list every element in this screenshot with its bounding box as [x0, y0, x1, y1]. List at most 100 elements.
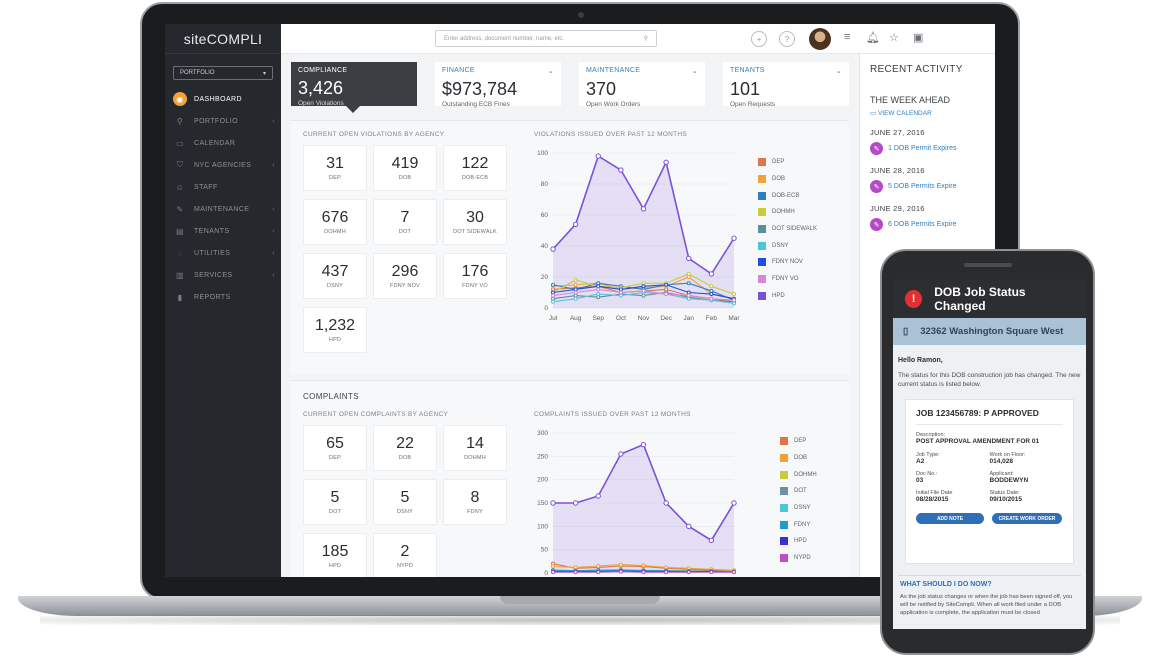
legend-item[interactable]: DOHMH: [758, 204, 817, 221]
legend-item[interactable]: DEP: [758, 154, 817, 171]
job-field: Doc No.: 03: [916, 471, 990, 484]
stat-tile-dob[interactable]: 419 DOB: [373, 145, 437, 191]
stat-tile-fdny[interactable]: 8 FDNY: [443, 479, 507, 525]
sidebar-item-portfolio[interactable]: ⚲ PORTFOLIO ‹: [165, 110, 281, 132]
star-icon[interactable]: ☆: [889, 32, 899, 44]
legend-item[interactable]: FDNY NOV: [758, 254, 817, 271]
stat-tile-fdny-nov[interactable]: 296 FDNY NOV: [373, 253, 437, 299]
stat-tile-dsny[interactable]: 5 DSNY: [373, 479, 437, 525]
legend-item[interactable]: NYPD: [780, 550, 817, 567]
add-icon[interactable]: +: [751, 31, 767, 47]
kpi-card-finance[interactable]: FINANCE ⌄ $973,784 Outstanding ECB Fines: [435, 62, 561, 108]
stat-tile-dsny[interactable]: 437 DSNY: [303, 253, 367, 299]
tile-value: 14: [466, 435, 484, 452]
stat-tile-dep[interactable]: 65 DEP: [303, 425, 367, 471]
tile-value: 1,232: [314, 317, 356, 334]
kpi-card-tenants[interactable]: TENANTS ⌄ 101 Open Requests: [723, 62, 849, 108]
job-title: JOB 123456789: P APPROVED: [916, 408, 1063, 425]
permit-item[interactable]: ✎ 5 DOB Permits Expire: [870, 180, 985, 193]
sidebar-item-reports[interactable]: ▮ REPORTS: [165, 286, 281, 308]
y-tick-label: 0: [544, 570, 548, 577]
what-to-do-title: WHAT SHOULD I DO NOW?: [898, 575, 1081, 593]
app-logo[interactable]: siteCOMPLI: [165, 24, 281, 54]
view-calendar-link[interactable]: ▭ VIEW CALENDAR: [870, 109, 985, 117]
laptop-base: [18, 596, 1142, 616]
bell-icon[interactable]: 🔔︎: [866, 32, 880, 44]
y-tick-label: 40: [541, 243, 549, 250]
legend-item[interactable]: DSNY: [758, 237, 817, 254]
laptop-notch: [500, 596, 660, 604]
stat-tile-hpd[interactable]: 185 HPD: [303, 533, 367, 577]
y-tick-label: 0: [544, 305, 548, 312]
stat-tile-dot[interactable]: 5 DOT: [303, 479, 367, 525]
add-note-button[interactable]: ADD NOTE: [916, 513, 984, 524]
sidebar-item-label: UTILITIES: [194, 249, 231, 257]
menu-icon[interactable]: ≡: [844, 31, 851, 43]
building-address-bar[interactable]: ▯ 32362 Washington Square West: [893, 318, 1086, 345]
portfolio-select[interactable]: PORTFOLIO ▾: [173, 66, 273, 80]
legend-item[interactable]: DSNY: [780, 500, 817, 517]
kpi-card-compliance[interactable]: COMPLIANCE 3,426 Open Violations: [291, 62, 417, 113]
sidebar-item-tenants[interactable]: ▤ TENANTS ‹: [165, 220, 281, 242]
legend-item[interactable]: HPD: [780, 533, 817, 550]
chevron-down-icon: ▾: [262, 70, 266, 77]
kpi-card-maintenance[interactable]: MAINTENANCE ⌄ 370 Open Work Orders: [579, 62, 705, 108]
stat-tile-dot-sidewalk[interactable]: 30 DOT SIDEWALK: [443, 199, 507, 245]
legend-item[interactable]: DOHMH: [780, 466, 817, 483]
week-date: JUNE 29, 2016: [870, 204, 925, 213]
data-point: [572, 221, 579, 228]
legend-label: FDNY NOV: [772, 259, 803, 266]
legend-swatch: [780, 537, 788, 546]
stat-tile-dob-ecb[interactable]: 122 DOB-ECB: [443, 145, 507, 191]
calendar-icon[interactable]: ▣: [913, 32, 924, 44]
stat-tile-dohmh[interactable]: 676 DOHMH: [303, 199, 367, 245]
data-point: [686, 570, 691, 575]
stat-tile-dep[interactable]: 31 DEP: [303, 145, 367, 191]
description-label: Description:: [916, 432, 946, 438]
sidebar-item-utilities[interactable]: ◌ UTILITIES ‹: [165, 242, 281, 264]
week-ahead-list: JUNE 27, 2016 ✎ 1 DOB Permit Expires JUNE 2…: [870, 128, 985, 231]
legend-label: DSNY: [772, 242, 789, 249]
search-input[interactable]: Enter address, document number, name, et…: [435, 30, 657, 47]
data-point: [686, 290, 691, 295]
stat-tile-fdny-vo[interactable]: 176 FDNY VO: [443, 253, 507, 299]
legend-item[interactable]: HPD: [758, 288, 817, 305]
sidebar-item-calendar[interactable]: ▭ CALENDAR: [165, 132, 281, 154]
stat-tile-dohmh[interactable]: 14 DOHMH: [443, 425, 507, 471]
sidebar-item-maintenance[interactable]: ✎ MAINTENANCE ‹: [165, 198, 281, 220]
kpi-value: $973,784: [442, 79, 518, 99]
job-field-value: 014,028: [989, 458, 1014, 465]
data-point: [708, 537, 715, 544]
data-point: [663, 500, 669, 506]
sidebar-item-nyc-agencies[interactable]: ⛉ NYC AGENCIES ‹: [165, 154, 281, 176]
data-point: [596, 281, 601, 286]
tile-label: FDNY: [467, 509, 483, 515]
legend-item[interactable]: DOB: [780, 450, 817, 467]
sidebar-item-staff[interactable]: ☺ STAFF: [165, 176, 281, 198]
legend-label: DSNY: [794, 505, 811, 512]
stat-tile-hpd[interactable]: 1,232 HPD: [303, 307, 367, 353]
legend-item[interactable]: DOB-ECB: [758, 187, 817, 204]
permit-item[interactable]: ✎ 1 DOB Permit Expires: [870, 142, 985, 155]
legend-item[interactable]: FDNY: [780, 516, 817, 533]
sidebar-item-dashboard[interactable]: ◉ DASHBOARD: [165, 88, 281, 110]
create-work-order-button[interactable]: CREATE WORK ORDER: [992, 513, 1062, 524]
data-point: [596, 295, 601, 300]
legend-item[interactable]: DOT: [780, 483, 817, 500]
recent-activity-title: RECENT ACTIVITY: [870, 64, 963, 75]
sidebar-item-services[interactable]: ▥ SERVICES ‹: [165, 264, 281, 286]
data-point: [641, 288, 646, 293]
legend-item[interactable]: DOT SIDEWALK: [758, 221, 817, 238]
violations-chart: 0 20 40 60 80 100 Jul Aug Sep Oct Nov Dec Jan Feb Mar: [537, 150, 740, 322]
permit-item[interactable]: ✎ 6 DOB Permits Expire: [870, 218, 985, 231]
description-block: Description: POST APPROVAL AMENDMENT FOR…: [916, 432, 1063, 445]
stat-tile-dot[interactable]: 7 DOT: [373, 199, 437, 245]
help-icon[interactable]: ?: [779, 31, 795, 47]
legend-item[interactable]: DOB: [758, 171, 817, 188]
kpi-label: Open Work Orders: [586, 101, 641, 108]
stat-tile-dob[interactable]: 22 DOB: [373, 425, 437, 471]
legend-item[interactable]: DEP: [780, 433, 817, 450]
stat-tile-nypd[interactable]: 2 NYPD: [373, 533, 437, 577]
legend-item[interactable]: FDNY VO: [758, 271, 817, 288]
avatar[interactable]: [809, 28, 831, 50]
